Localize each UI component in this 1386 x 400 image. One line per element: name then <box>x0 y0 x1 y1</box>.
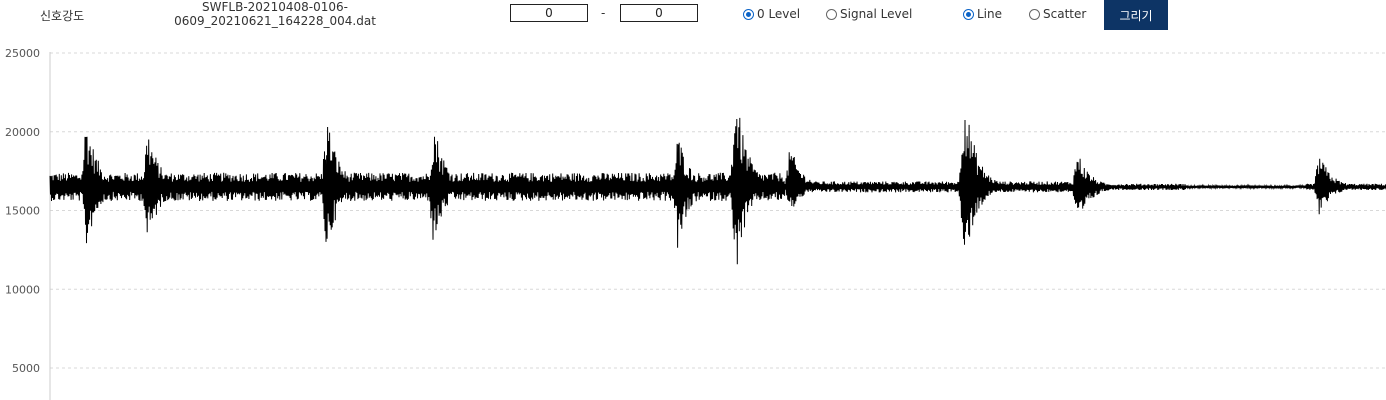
draw-button[interactable]: 그리기 <box>1104 0 1168 30</box>
range-start-input[interactable] <box>510 4 588 22</box>
signal-series-line <box>50 118 1386 264</box>
signal-strength-label: 신호강도 <box>40 7 84 24</box>
radio-signal-level-label: Signal Level <box>840 7 912 21</box>
radio-zero-level[interactable]: 0 Level <box>743 6 800 22</box>
radio-scatter[interactable]: Scatter <box>1029 6 1086 22</box>
radio-circle-checked[interactable] <box>963 9 974 20</box>
y-tick-label-20000: 20000 <box>5 126 40 139</box>
y-axis-ticks: 5000 10000 15000 20000 25000 <box>5 47 40 375</box>
filename-label: SWFLB-20210408-0106- 0609_20210621_16422… <box>170 0 380 28</box>
range-end-input[interactable] <box>620 4 698 22</box>
range-separator: - <box>601 6 605 20</box>
radio-circle[interactable] <box>826 9 837 20</box>
y-tick-label-25000: 25000 <box>5 47 40 60</box>
radio-scatter-label: Scatter <box>1043 7 1086 21</box>
toolbar: 신호강도 SWFLB-20210408-0106- 0609_20210621_… <box>0 0 1386 40</box>
filename-line-2: 0609_20210621_164228_004.dat <box>170 14 380 28</box>
radio-line-label: Line <box>977 7 1002 21</box>
radio-line[interactable]: Line <box>963 6 1002 22</box>
radio-signal-level[interactable]: Signal Level <box>826 6 912 22</box>
radio-circle-checked[interactable] <box>743 9 754 20</box>
filename-line-1: SWFLB-20210408-0106- <box>170 0 380 14</box>
signal-chart: 5000 10000 15000 20000 25000 <box>0 40 1386 400</box>
y-tick-label-10000: 10000 <box>5 283 40 296</box>
radio-zero-level-label: 0 Level <box>757 7 800 21</box>
y-tick-label-5000: 5000 <box>12 362 40 375</box>
grid-lines <box>50 53 1386 368</box>
radio-circle[interactable] <box>1029 9 1040 20</box>
y-tick-label-15000: 15000 <box>5 205 40 218</box>
